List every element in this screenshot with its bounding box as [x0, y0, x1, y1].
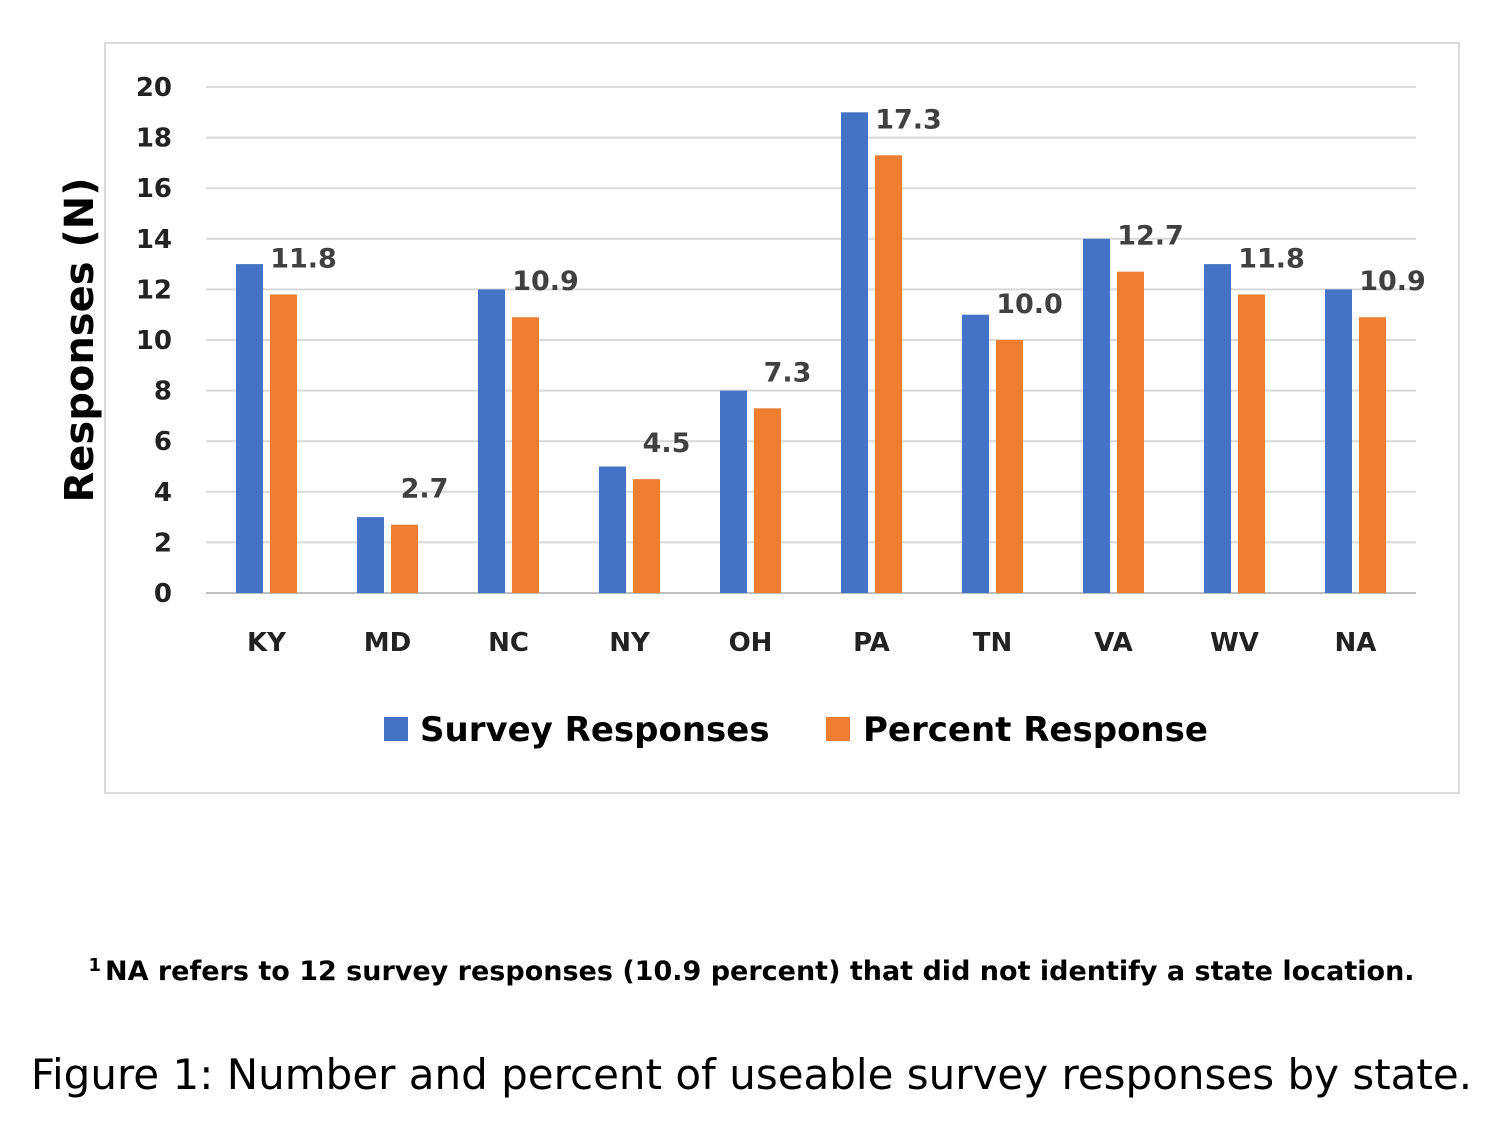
data-label-percent-oh: 7.3 [764, 357, 812, 388]
x-tick-label: OH [729, 628, 773, 658]
bars [236, 112, 1386, 594]
x-tick-label: PA [853, 628, 890, 658]
y-tick-label: 6 [154, 427, 172, 457]
x-tick-label: NA [1335, 628, 1377, 658]
data-label-percent-wv: 11.8 [1238, 243, 1305, 274]
bar-survey-responses-oh [720, 390, 747, 593]
bar-survey-responses-nc [478, 289, 505, 593]
y-tick-label: 20 [136, 73, 172, 103]
data-label-percent-na: 10.9 [1359, 266, 1426, 297]
x-tick-label: NC [488, 628, 529, 658]
footnote-text: NA refers to 12 survey responses (10.9 p… [104, 956, 1415, 987]
y-tick-label: 10 [136, 326, 172, 356]
bar-survey-responses-ky [236, 264, 263, 593]
legend: Survey Responses Percent Response [384, 710, 1208, 750]
data-label-percent-md: 2.7 [401, 474, 449, 505]
footnote: 1 NA refers to 12 survey responses (10.9 … [0, 955, 1503, 987]
x-axis-ticks: KY MD NC NY OH PA TN VA WV NA [247, 628, 1376, 658]
y-tick-label: 0 [154, 579, 172, 609]
y-tick-label: 12 [136, 275, 172, 305]
y-tick-label: 14 [136, 225, 172, 255]
bar-percent-response-wv [1238, 294, 1265, 593]
legend-label-survey-responses: Survey Responses [420, 710, 770, 750]
x-tick-label: WV [1210, 628, 1259, 658]
x-tick-label: NY [609, 628, 651, 658]
bar-survey-responses-wv [1204, 264, 1231, 593]
x-tick-label: MD [364, 628, 411, 658]
bar-survey-responses-ny [599, 466, 626, 593]
data-label-percent-tn: 10.0 [996, 289, 1063, 320]
bar-percent-response-tn [996, 340, 1023, 593]
bar-percent-response-ky [270, 294, 297, 593]
y-tick-label: 2 [154, 528, 172, 558]
x-tick-label: TN [973, 628, 1013, 658]
legend-label-percent-response: Percent Response [863, 710, 1208, 750]
y-axis-title-wrapper: Responses (N) [57, 177, 103, 502]
data-label-percent-nc: 10.9 [512, 266, 579, 297]
footnote-marker: 1 [88, 955, 101, 976]
bar-survey-responses-tn [962, 314, 989, 593]
bar-percent-response-pa [875, 155, 902, 593]
bar-chart: 11.8 2.7 10.9 4.5 7.3 17.3 10.0 12.7 11.8 10.9 0 2… [136, 73, 1426, 750]
y-axis-ticks: 0 2 4 6 8 10 12 14 16 18 20 [136, 73, 172, 609]
bar-survey-responses-md [357, 517, 384, 593]
bar-percent-response-na [1359, 317, 1386, 593]
data-label-percent-ky: 11.8 [270, 243, 337, 274]
y-tick-label: 8 [154, 377, 172, 407]
figure-caption: Figure 1: Number and percent of useable … [30, 1050, 1473, 1099]
y-tick-label: 4 [154, 478, 172, 508]
y-tick-label: 16 [136, 174, 172, 204]
gridlines [206, 86, 1416, 594]
bar-percent-response-nc [512, 317, 539, 593]
legend-swatch-survey-responses [384, 717, 408, 741]
chart-area: 11.8 2.7 10.9 4.5 7.3 17.3 10.0 12.7 11.8 10.9 0 2… [104, 42, 1460, 794]
y-tick-label: 18 [136, 124, 172, 154]
x-tick-label: KY [247, 628, 287, 658]
bar-percent-response-ny [633, 479, 660, 593]
bar-survey-responses-pa [841, 112, 868, 594]
data-label-percent-ny: 4.5 [643, 428, 691, 459]
bar-survey-responses-va [1083, 238, 1110, 594]
x-tick-label: VA [1094, 628, 1132, 658]
bar-percent-response-va [1117, 271, 1144, 593]
data-label-percent-va: 12.7 [1117, 221, 1184, 252]
bar-survey-responses-na [1325, 289, 1352, 593]
bar-percent-response-md [391, 524, 418, 593]
legend-swatch-percent-response [826, 717, 850, 741]
y-axis-title: Responses (N) [57, 177, 103, 502]
bar-percent-response-oh [754, 408, 781, 593]
data-label-percent-pa: 17.3 [875, 104, 942, 135]
data-labels: 11.8 2.7 10.9 4.5 7.3 17.3 10.0 12.7 11.8 10.9 [270, 104, 1426, 504]
